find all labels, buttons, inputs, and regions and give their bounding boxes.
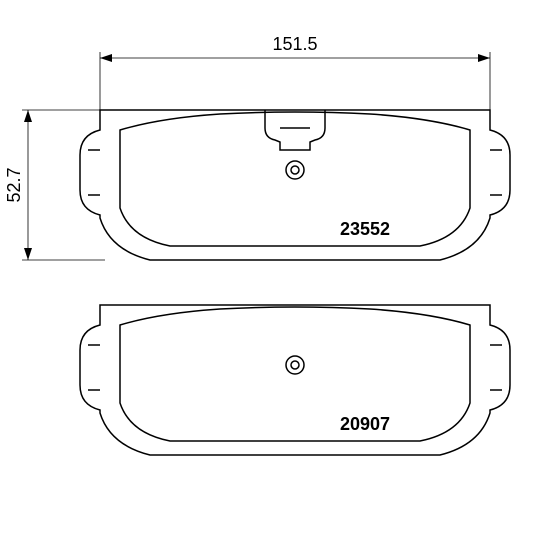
height-dimension: 52.7 (4, 110, 105, 260)
brake-pad-bottom (80, 305, 510, 455)
width-dimension: 151.5 (100, 34, 490, 115)
width-value: 151.5 (272, 34, 317, 54)
brake-pad-top (80, 110, 510, 260)
technical-drawing: 151.5 52.7 23552 (0, 0, 540, 540)
bottom-part-number: 20907 (340, 414, 390, 434)
top-part-number: 23552 (340, 219, 390, 239)
height-value: 52.7 (4, 167, 24, 202)
